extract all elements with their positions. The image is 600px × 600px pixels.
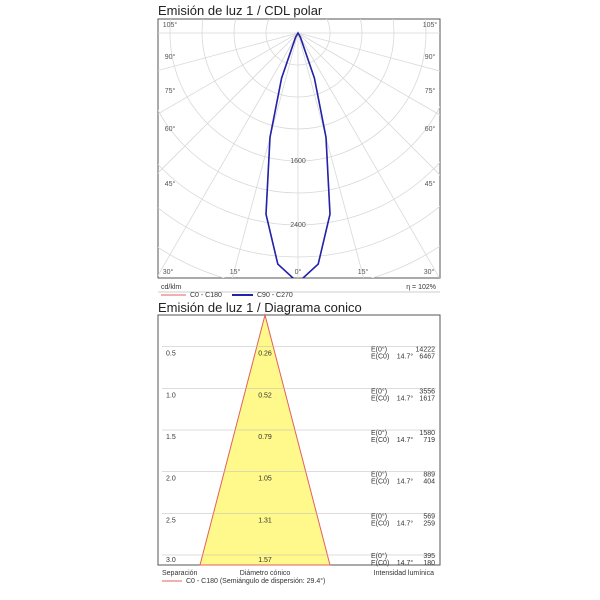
row-diameter-label: 0.26 <box>258 351 272 358</box>
row-angle-label: 14.7° <box>397 394 414 402</box>
series-c90-c270-curve <box>265 31 331 278</box>
row-e0-value: 395 <box>423 553 435 560</box>
footer-intensidad: Intensidad lumínica <box>374 570 434 577</box>
angle-label: 30° <box>163 268 174 276</box>
row-e0-value: 14222 <box>416 347 436 354</box>
row-diameter-label: 0.52 <box>258 392 272 399</box>
radial-tick-label: 1600 <box>290 158 306 165</box>
row-e0-label: E(0°) <box>371 552 387 560</box>
row-ec0-value: 259 <box>423 520 435 527</box>
row-e0-label: E(0°) <box>371 387 387 395</box>
row-angle-label: 14.7° <box>397 353 414 361</box>
row-e0-label: E(0°) <box>371 471 387 479</box>
polar-grid-spoke <box>297 32 440 116</box>
row-ec0-label: E(C0) <box>371 560 389 567</box>
row-ec0-value: 404 <box>423 479 435 486</box>
row-distance-label: 3.0 <box>166 557 176 564</box>
cone-chart-title: Emisión de luz 1 / Diagrama conico <box>158 300 362 315</box>
polar-grid-spoke <box>297 32 440 176</box>
angle-label: 90° <box>165 53 176 61</box>
angle-label: 60° <box>165 125 176 133</box>
angle-label: 15° <box>230 268 241 276</box>
row-e0-value: 3556 <box>419 388 435 395</box>
angle-label: 45° <box>425 180 436 188</box>
row-distance-label: 2.5 <box>166 517 176 524</box>
row-e0-label: E(0°) <box>371 429 387 437</box>
polar-grid-spoke <box>231 32 299 278</box>
polar-frame <box>157 18 441 279</box>
angle-label: 0° <box>295 268 302 276</box>
angle-label: 105° <box>163 21 178 29</box>
row-ec0-label: E(C0) <box>371 520 389 527</box>
row-angle-label: 14.7° <box>397 559 414 567</box>
row-angle-label: 14.7° <box>397 436 414 444</box>
polar-grid-spoke <box>158 32 299 71</box>
polar-grid-spoke <box>158 32 299 115</box>
row-ec0-label: E(C0) <box>371 479 389 486</box>
angle-label: 90° <box>425 53 436 61</box>
row-diameter-label: 1.31 <box>258 517 272 524</box>
row-ec0-label: E(C0) <box>371 354 389 361</box>
radial-tick-label: 2400 <box>290 222 306 229</box>
row-e0-label: E(0°) <box>371 346 387 354</box>
polar-grid-spoke <box>297 32 440 72</box>
angle-label: 15° <box>358 268 369 276</box>
angle-label: 75° <box>165 87 176 95</box>
angle-label: 45° <box>165 180 176 188</box>
row-diameter-label: 1.05 <box>258 476 272 483</box>
polar-grid <box>158 19 440 278</box>
row-distance-label: 2.0 <box>166 476 176 483</box>
legend-label-c0-c180: C0 - C180 <box>190 292 222 299</box>
row-ec0-value: 719 <box>423 437 435 444</box>
polar-grid-spoke <box>158 32 299 277</box>
row-e0-label: E(0°) <box>371 512 387 520</box>
polar-chart-title: Emisión de luz 1 / CDL polar <box>158 3 323 18</box>
row-e0-value: 569 <box>423 513 435 520</box>
angle-label: 105° <box>423 21 438 29</box>
row-angle-label: 14.7° <box>397 519 414 527</box>
row-distance-label: 1.0 <box>166 392 176 399</box>
angle-label: 75° <box>425 87 436 95</box>
legend-label-c90-c270: C90 - C270 <box>257 292 293 299</box>
polar-grid-spoke <box>297 32 440 278</box>
row-e0-value: 889 <box>423 472 435 479</box>
angle-label: 30° <box>424 268 435 276</box>
row-diameter-label: 0.79 <box>258 434 272 441</box>
row-distance-label: 1.5 <box>166 434 176 441</box>
polar-grid-spoke <box>158 32 299 174</box>
efficiency-label: η = 102% <box>406 284 436 291</box>
row-angle-label: 14.7° <box>397 478 414 486</box>
row-ec0-value: 6467 <box>419 354 435 361</box>
footer-diametro: Diámetro cónico <box>240 570 291 577</box>
cone-legend-label: C0 - C180 (Semiángulo de dispersión: 29.… <box>186 577 325 585</box>
unit-label: cd/klm <box>161 284 181 291</box>
row-ec0-label: E(C0) <box>371 437 389 444</box>
footer-separacion: Separación <box>162 570 198 577</box>
row-ec0-value: 1617 <box>419 395 435 402</box>
angle-label: 60° <box>425 125 436 133</box>
polar-grid-spoke <box>297 32 365 278</box>
row-diameter-label: 1.57 <box>258 557 272 564</box>
row-e0-value: 1580 <box>419 430 435 437</box>
row-distance-label: 0.5 <box>166 351 176 358</box>
cone-shape <box>199 313 331 566</box>
row-ec0-value: 180 <box>423 560 435 567</box>
row-ec0-label: E(C0) <box>371 395 389 402</box>
